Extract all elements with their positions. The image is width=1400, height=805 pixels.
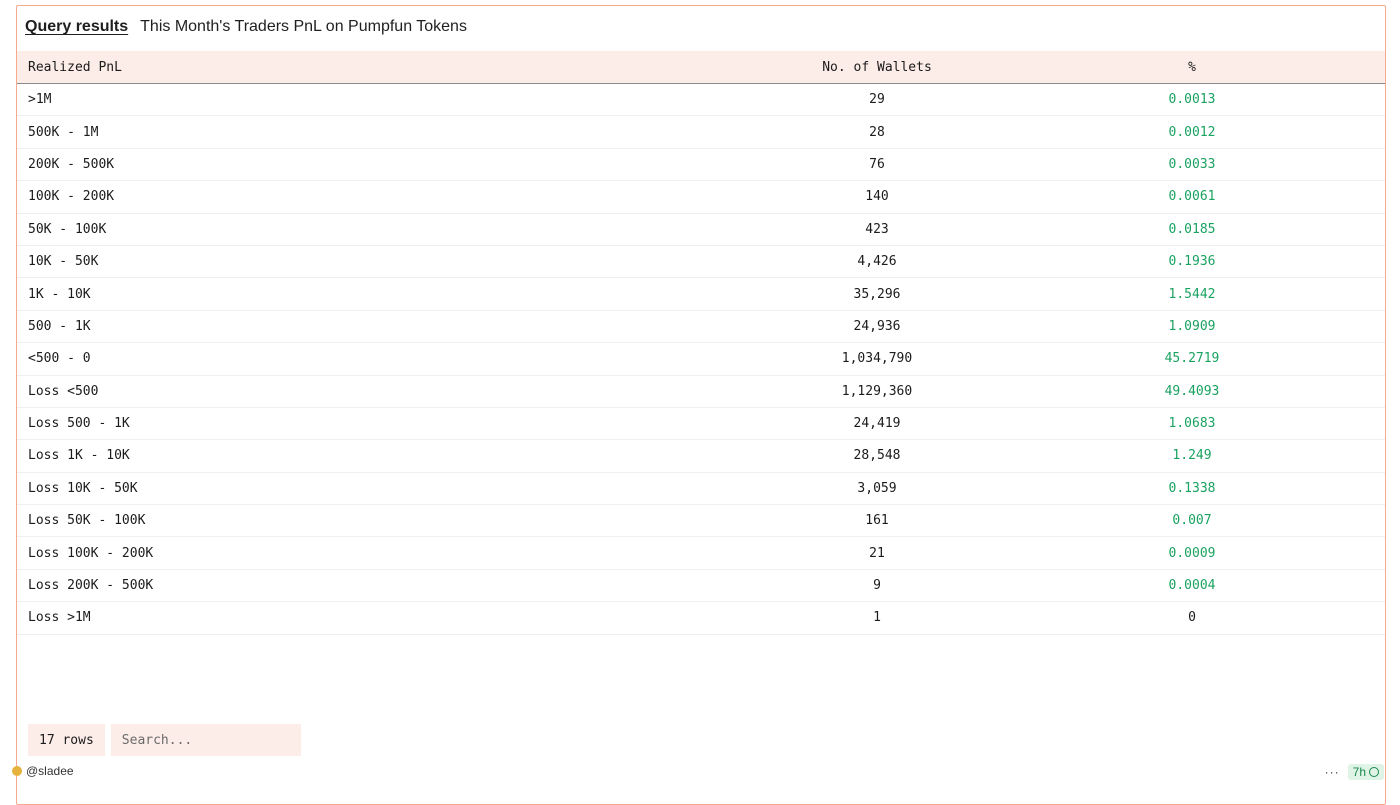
- author-tag[interactable]: @sladee: [12, 764, 74, 778]
- table-row: 200K - 500K 76 0.0033: [17, 149, 1385, 182]
- cell-wallets: 21: [869, 545, 885, 561]
- cell-percent: 0.1338: [1168, 480, 1216, 496]
- cell-percent: 0.1936: [1168, 254, 1216, 270]
- author-name: @sladee: [26, 764, 74, 778]
- table-row: Loss 50K - 100K 161 0.007: [17, 505, 1385, 538]
- more-options-icon[interactable]: ···: [1324, 765, 1340, 779]
- column-header-percent[interactable]: %: [1188, 59, 1196, 75]
- cell-wallets: 423: [865, 221, 889, 237]
- cell-wallets: 28,548: [853, 448, 901, 464]
- cell-wallets: 161: [865, 513, 889, 529]
- table-row: Loss 100K - 200K 21 0.0009: [17, 537, 1385, 570]
- cell-realized-pnl: <500 - 0: [28, 351, 91, 367]
- cell-percent: 0: [1188, 610, 1196, 626]
- age-text: 7h: [1352, 765, 1366, 779]
- cell-realized-pnl: Loss <500: [28, 383, 99, 399]
- cell-wallets: 35,296: [853, 286, 901, 302]
- table-row: >1M 29 0.0013: [17, 84, 1385, 117]
- cell-realized-pnl: Loss >1M: [28, 610, 91, 626]
- cell-percent: 0.0013: [1168, 92, 1216, 108]
- cell-realized-pnl: 500K - 1M: [28, 124, 99, 140]
- cell-realized-pnl: Loss 50K - 100K: [28, 513, 146, 529]
- table-row: Loss 1K - 10K 28,548 1.249: [17, 440, 1385, 473]
- cell-percent: 0.0012: [1168, 124, 1216, 140]
- table-row: Loss 500 - 1K 24,419 1.0683: [17, 408, 1385, 441]
- table-row: <500 - 0 1,034,790 45.2719: [17, 343, 1385, 376]
- query-results-link[interactable]: Query results: [25, 18, 129, 35]
- cell-percent: 0.0185: [1168, 221, 1216, 237]
- cell-realized-pnl: Loss 500 - 1K: [28, 416, 130, 432]
- cell-wallets: 24,936: [853, 318, 901, 334]
- cell-percent: 49.4093: [1164, 383, 1220, 399]
- panel-meta: ··· 7h: [1325, 764, 1384, 780]
- column-header-wallets[interactable]: No. of Wallets: [822, 59, 932, 75]
- avatar: [12, 766, 22, 776]
- table-footer: 17 rows: [28, 724, 301, 756]
- results-table: Realized PnL No. of Wallets % >1M 29 0.001…: [17, 51, 1385, 635]
- table-row: Loss 200K - 500K 9 0.0004: [17, 570, 1385, 603]
- cell-percent: 0.0004: [1168, 578, 1216, 594]
- cell-wallets: 1: [873, 610, 881, 626]
- cell-realized-pnl: 100K - 200K: [28, 189, 115, 205]
- cell-wallets: 4,426: [857, 254, 897, 270]
- rows-count-badge: 17 rows: [28, 724, 105, 756]
- cell-wallets: 3,059: [857, 480, 897, 496]
- cell-realized-pnl: 50K - 100K: [28, 221, 107, 237]
- query-results-panel: Query results This Month's Traders PnL o…: [16, 5, 1386, 805]
- cell-wallets: 9: [873, 578, 881, 594]
- cell-realized-pnl: >1M: [28, 92, 52, 108]
- table-row: 50K - 100K 423 0.0185: [17, 214, 1385, 246]
- cell-percent: 1.0683: [1168, 416, 1216, 432]
- cell-realized-pnl: Loss 10K - 50K: [28, 480, 138, 496]
- search-input[interactable]: [110, 724, 301, 756]
- table-row: Loss <500 1,129,360 49.4093: [17, 376, 1385, 408]
- cell-realized-pnl: Loss 1K - 10K: [28, 448, 130, 464]
- cell-wallets: 28: [869, 124, 885, 140]
- table-row: 100K - 200K 140 0.0061: [17, 181, 1385, 214]
- cell-percent: 1.0909: [1168, 318, 1216, 334]
- cell-percent: 45.2719: [1164, 351, 1220, 367]
- table-row: 500K - 1M 28 0.0012: [17, 116, 1385, 149]
- cell-realized-pnl: 500 - 1K: [28, 318, 91, 334]
- cell-realized-pnl: 1K - 10K: [28, 286, 91, 302]
- cell-percent: 1.249: [1172, 448, 1212, 464]
- table-row: Loss 10K - 50K 3,059 0.1338: [17, 473, 1385, 506]
- table-row: 500 - 1K 24,936 1.0909: [17, 311, 1385, 344]
- age-badge: 7h: [1347, 764, 1384, 780]
- cell-wallets: 1,129,360: [841, 383, 913, 399]
- column-header-realized-pnl[interactable]: Realized PnL: [28, 59, 122, 75]
- cell-wallets: 1,034,790: [841, 351, 913, 367]
- cell-percent: 0.0033: [1168, 156, 1216, 172]
- cell-percent: 0.0009: [1168, 545, 1216, 561]
- cell-wallets: 29: [869, 92, 885, 108]
- cell-percent: 0.007: [1172, 513, 1212, 529]
- table-row: Loss >1M 1 0: [17, 602, 1385, 635]
- table-row: 1K - 10K 35,296 1.5442: [17, 278, 1385, 311]
- cell-realized-pnl: 200K - 500K: [28, 156, 115, 172]
- cell-percent: 0.0061: [1168, 189, 1216, 205]
- query-title: This Month's Traders PnL on Pumpfun Toke…: [140, 18, 467, 35]
- cell-realized-pnl: 10K - 50K: [28, 254, 99, 270]
- panel-header: Query results This Month's Traders PnL o…: [25, 16, 467, 38]
- table-row: 10K - 50K 4,426 0.1936: [17, 246, 1385, 279]
- cell-wallets: 76: [869, 156, 885, 172]
- cell-realized-pnl: Loss 100K - 200K: [28, 545, 154, 561]
- table-body: >1M 29 0.0013 500K - 1M 28 0.0012 200K - 500K 7…: [17, 84, 1385, 635]
- cell-wallets: 24,419: [853, 416, 901, 432]
- cell-percent: 1.5442: [1168, 286, 1216, 302]
- table-header: Realized PnL No. of Wallets %: [17, 51, 1385, 84]
- cell-realized-pnl: Loss 200K - 500K: [28, 578, 154, 594]
- cell-wallets: 140: [865, 189, 889, 205]
